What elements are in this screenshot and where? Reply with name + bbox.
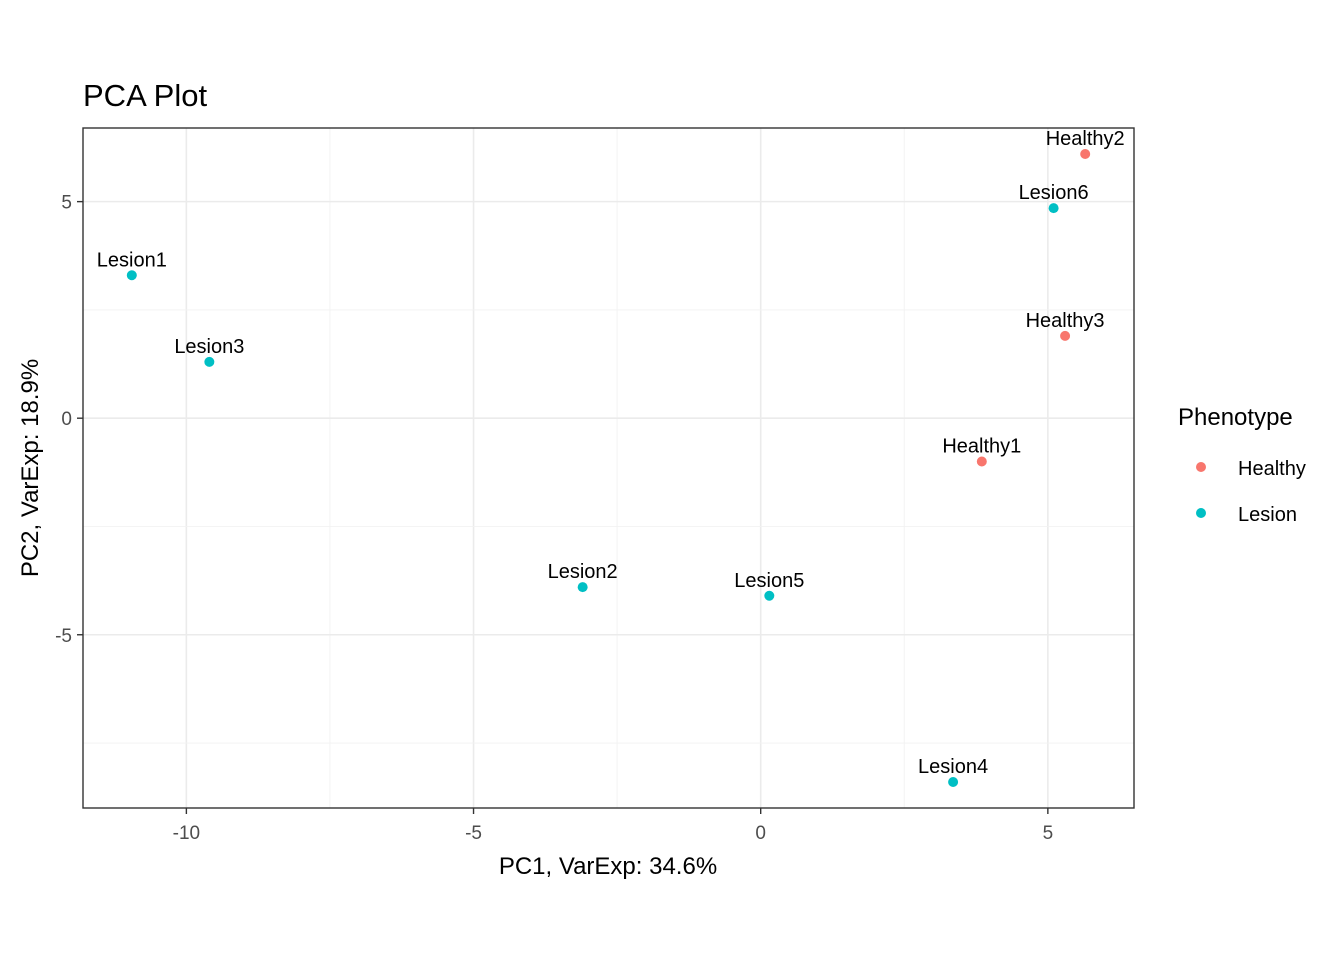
- legend-title: Phenotype: [1178, 404, 1293, 431]
- legend-key-healthy: [1196, 462, 1206, 472]
- legend-label-lesion: Lesion: [1238, 504, 1297, 526]
- x-tick-label: 0: [755, 823, 766, 844]
- x-tick-label: -5: [465, 823, 482, 844]
- data-point-lesion4: [948, 777, 959, 788]
- data-point-lesion1: [126, 270, 137, 281]
- data-point-healthy2: [1080, 148, 1091, 159]
- point-label-lesion1: Lesion1: [97, 249, 167, 271]
- x-axis-title: PC1, VarExp: 34.6%: [499, 853, 717, 880]
- data-point-lesion3: [204, 356, 215, 367]
- data-point-healthy3: [1060, 330, 1071, 341]
- point-label-lesion2: Lesion2: [548, 561, 618, 583]
- data-points: [126, 148, 1091, 788]
- data-point-lesion5: [764, 590, 775, 601]
- point-label-lesion5: Lesion5: [734, 570, 804, 592]
- data-point-healthy1: [976, 456, 987, 467]
- point-label-healthy2: Healthy2: [1046, 128, 1125, 150]
- y-tick-label: -5: [55, 626, 72, 647]
- point-label-lesion6: Lesion6: [1019, 182, 1089, 204]
- legend-key-lesion: [1196, 508, 1206, 518]
- panel-border: [82, 127, 1135, 809]
- grid-lines: [83, 128, 1134, 808]
- legend-label-healthy: Healthy: [1238, 458, 1306, 480]
- point-label-lesion3: Lesion3: [174, 336, 244, 358]
- y-axis-title: PC2, VarExp: 18.9%: [17, 359, 44, 577]
- data-point-lesion2: [577, 582, 588, 593]
- legend: Phenotype Healthy Lesion: [1178, 404, 1306, 526]
- point-label-healthy3: Healthy3: [1026, 310, 1105, 332]
- point-labels: Healthy2 Lesion6 Lesion1 Lesion3 Healthy3 Hea…: [97, 128, 1125, 778]
- x-tick-label: -10: [173, 823, 200, 844]
- point-label-healthy1: Healthy1: [942, 436, 1021, 458]
- chart-title: PCA Plot: [83, 78, 207, 113]
- point-label-lesion4: Lesion4: [918, 756, 988, 778]
- data-point-lesion6: [1048, 203, 1059, 214]
- y-tick-label: 0: [61, 409, 72, 430]
- y-axis: -5 0 5: [55, 193, 83, 647]
- y-tick-label: 5: [61, 193, 72, 214]
- x-axis: -10 -5 0 5: [173, 808, 1053, 844]
- x-tick-label: 5: [1043, 823, 1054, 844]
